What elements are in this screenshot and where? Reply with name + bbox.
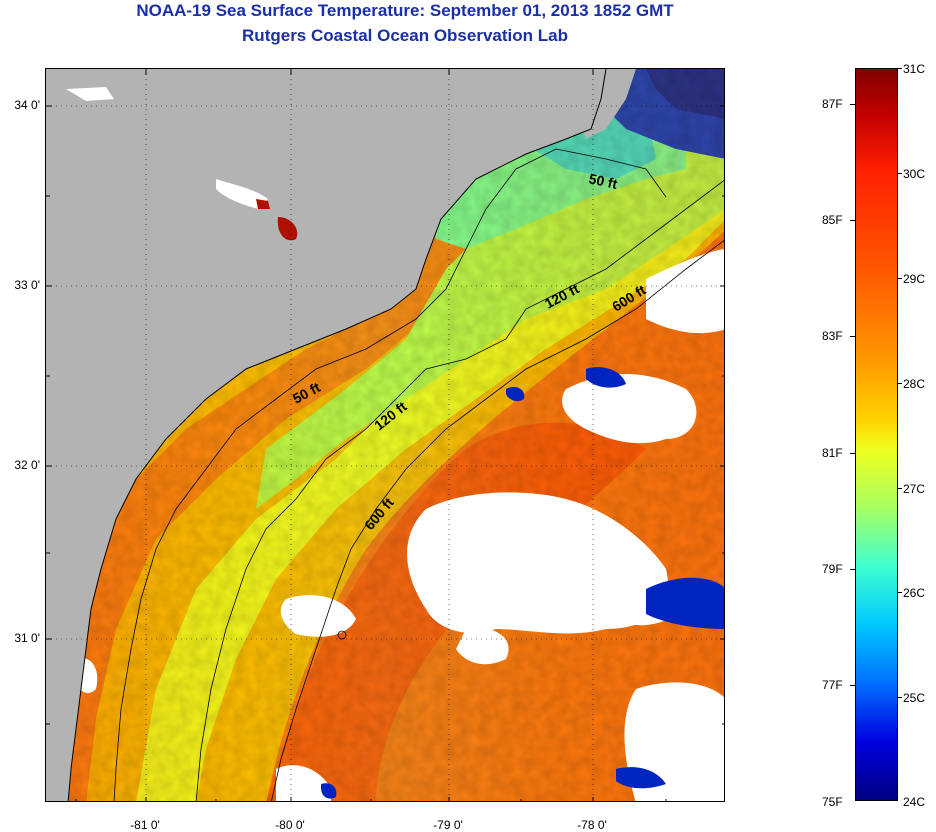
colorbar-label-79f: 79F bbox=[822, 562, 843, 576]
colorbar-label-28c: 28C bbox=[903, 377, 926, 391]
colorbar-label-31c: 31C bbox=[903, 62, 926, 76]
colorbar-label-75f: 75F bbox=[822, 795, 843, 809]
lat-label-33: 33 0' bbox=[14, 278, 40, 292]
map-subtitle: Rutgers Coastal Ocean Observation Lab bbox=[242, 26, 568, 45]
colorbar-label-85f: 85F bbox=[822, 213, 843, 227]
contour-label-50ft-north: 50 ft bbox=[587, 170, 619, 192]
isobath-50ft bbox=[113, 148, 667, 801]
lat-label-32: 32 0' bbox=[14, 458, 40, 472]
lat-label-31: 31 0' bbox=[14, 631, 40, 645]
colorbar-label-83f: 83F bbox=[822, 329, 843, 343]
lon-label-78: -78 0' bbox=[577, 818, 607, 832]
map-title: NOAA-19 Sea Surface Temperature: Septemb… bbox=[136, 1, 674, 20]
cold-pockets bbox=[321, 367, 724, 799]
lat-label-34: 34 0' bbox=[14, 98, 40, 112]
colorbar-label-27c: 27C bbox=[903, 482, 926, 496]
isobath-600ft bbox=[271, 240, 724, 801]
colorbar-label-81f: 81F bbox=[822, 446, 843, 460]
colorbar-label-29c: 29C bbox=[903, 272, 926, 286]
sst-map: 50 ft 50 ft 120 ft 120 ft 600 ft 600 ft bbox=[45, 68, 725, 802]
lon-label-80: -80 0' bbox=[275, 818, 305, 832]
colorbar-label-77f: 77F bbox=[822, 678, 843, 692]
colorbar-label-87f: 87F bbox=[822, 97, 843, 111]
colorbar-label-24c: 24C bbox=[903, 795, 926, 809]
border-ticks bbox=[46, 69, 724, 801]
colorbar-label-30c: 30C bbox=[903, 167, 926, 181]
colorbar-label-25c: 25C bbox=[903, 691, 926, 705]
graticule bbox=[46, 69, 724, 801]
isobath-120ft bbox=[195, 180, 724, 801]
lon-label-79: -79 0' bbox=[433, 818, 463, 832]
cloud-cover bbox=[74, 249, 724, 801]
lon-label-81: -81 0' bbox=[130, 818, 160, 832]
coastline bbox=[67, 69, 607, 801]
station-marker bbox=[337, 630, 347, 640]
colorbar-label-26c: 26C bbox=[903, 586, 926, 600]
land bbox=[46, 69, 606, 801]
temperature-colorbar bbox=[855, 68, 898, 801]
